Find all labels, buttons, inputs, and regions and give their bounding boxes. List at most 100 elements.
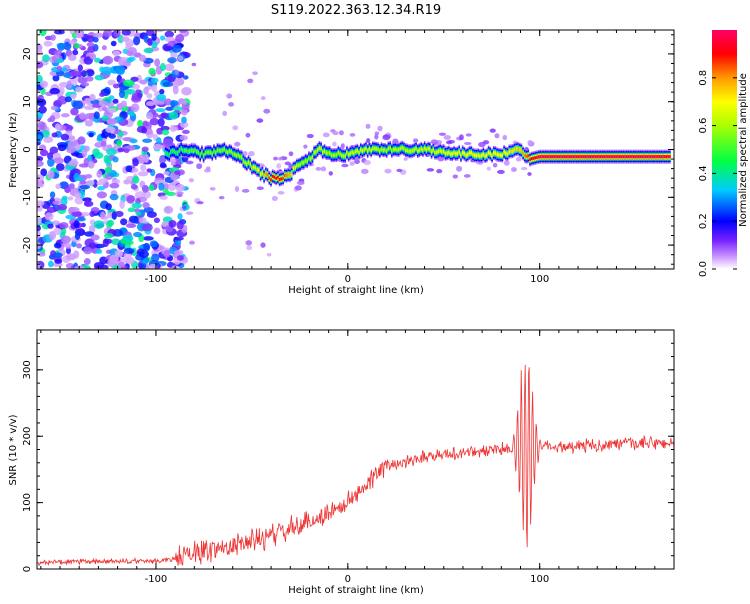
heatmap-noise-cell — [112, 98, 119, 104]
heatmap-ridge-cell — [202, 154, 205, 158]
heatmap-ridge-cell — [194, 148, 196, 152]
heatmap-noise-cell — [157, 118, 165, 127]
x-tick-label: -100 — [145, 574, 168, 585]
heatmap-noise-cell — [38, 30, 47, 37]
heatmap-noise-cell — [73, 42, 80, 49]
heatmap-ridge-cell — [387, 146, 390, 150]
heatmap-ridge-cell — [624, 155, 626, 159]
heatmap-ridge-cell — [608, 155, 611, 159]
heatmap-noise-cell — [123, 179, 131, 185]
heatmap-noise-cell — [43, 40, 53, 47]
heatmap-ridge-cell — [491, 154, 493, 158]
heatmap-ridge-cell — [529, 157, 531, 162]
heatmap-noise-cell — [47, 223, 54, 229]
heatmap-ridge-cell — [549, 155, 552, 159]
heatmap-noise-cell — [179, 135, 188, 141]
heatmap-noise-cell — [245, 132, 251, 138]
heatmap-noise-cell — [112, 50, 121, 57]
heatmap-noise-cell — [182, 129, 190, 134]
snr-panel: -100 0 100 0 100 200 300 Height of straight li… — [8, 329, 675, 596]
heatmap-noise-cell — [55, 183, 61, 190]
heatmap-noise-cell — [72, 49, 79, 56]
heatmap-ridge-cell — [271, 174, 274, 178]
heatmap-ridge-cell — [610, 155, 612, 159]
heatmap-noise-cell — [79, 112, 86, 120]
heatmap-noise-cell — [426, 168, 435, 172]
heatmap-noise-cell — [160, 125, 170, 131]
heatmap-noise-cell — [49, 191, 56, 199]
snr-plot-area — [37, 330, 674, 569]
heatmap-ridge-cell — [273, 175, 276, 179]
heatmap-ridge-cell — [214, 151, 217, 155]
heatmap-noise-cell — [104, 233, 114, 239]
heatmap-noise-cell — [61, 113, 70, 118]
heatmap-noise-cell — [79, 212, 90, 217]
heatmap-ridge-cell — [560, 155, 562, 159]
heatmap-noise-cell — [56, 203, 68, 211]
heatmap-noise-cell — [172, 106, 183, 112]
heatmap-ridge-cell — [170, 150, 172, 154]
heatmap-noise-cell — [145, 112, 154, 120]
heatmap-noise-cell — [53, 242, 62, 249]
y-tick-label: 300 — [22, 360, 33, 379]
heatmap-noise-cell — [273, 156, 278, 161]
heatmap-ridge-cell — [605, 155, 607, 159]
heatmap-noise-cell — [53, 227, 62, 236]
heatmap-noise-cell — [66, 80, 73, 89]
heatmap-noise-cell — [486, 166, 491, 171]
heatmap-noise-cell — [60, 235, 72, 244]
heatmap-noise-cell — [37, 225, 41, 232]
heatmap-noise-cell — [341, 163, 349, 168]
y-tick-label: -20 — [22, 237, 33, 253]
heatmap-ridge-cell — [239, 155, 241, 159]
heatmap-ridge-cell — [221, 148, 224, 152]
heatmap-ridge-cell — [183, 148, 186, 153]
heatmap-ridge-cell — [249, 162, 252, 166]
heatmap-noise-cell — [130, 184, 138, 190]
heatmap-ridge-cell — [632, 155, 635, 159]
heatmap-noise-cell — [209, 187, 216, 191]
heatmap-noise-cell — [52, 200, 60, 205]
heatmap-ridge-cell — [501, 153, 504, 158]
heatmap-noise-cell — [37, 252, 46, 257]
heatmap-ridge-cell — [503, 150, 505, 154]
heatmap-ridge-cell — [192, 149, 195, 153]
heatmap-noise-cell — [456, 165, 463, 172]
heatmap-ridge-cell — [337, 151, 340, 155]
heatmap-noise-cell — [170, 126, 178, 131]
heatmap-noise-cell — [132, 83, 140, 90]
heatmap-ridge-cell — [263, 174, 265, 178]
heatmap-noise-cell — [247, 78, 254, 84]
heatmap-noise-cell — [114, 249, 124, 258]
heatmap-noise-cell — [113, 30, 121, 38]
heatmap-ridge-cell — [667, 155, 669, 159]
heatmap-ridge-cell — [600, 155, 602, 159]
heatmap-ridge-cell — [534, 156, 536, 160]
heatmap-ridge-cell — [510, 149, 512, 153]
snr-line-layer — [37, 364, 674, 567]
heatmap-noise-cell — [148, 263, 158, 269]
heatmap-noise-cell — [103, 154, 110, 164]
heatmap-ridge-cell — [511, 149, 514, 153]
heatmap-noise-cell — [175, 183, 185, 192]
heatmap-ridge-cell — [568, 155, 571, 159]
heatmap-ridge-cell — [574, 155, 576, 159]
heatmap-ridge-cell — [164, 151, 167, 155]
heatmap-noise-cell — [80, 70, 87, 78]
heatmap-ridge-cell — [454, 152, 457, 156]
heatmap-noise-cell — [382, 134, 391, 141]
heatmap-noise-cell — [103, 30, 113, 38]
heatmap-ridge-cell — [494, 151, 497, 155]
heatmap-noise-cell — [132, 175, 140, 184]
heatmap-noise-cell — [363, 159, 371, 166]
heatmap-noise-cell — [53, 157, 64, 164]
heatmap-ridge-cell — [429, 147, 431, 151]
heatmap-noise-cell — [392, 138, 399, 144]
heatmap-ridge-cell — [468, 151, 471, 155]
heatmap-noise-cell — [154, 58, 161, 67]
heatmap-noise-cell — [74, 144, 81, 151]
heatmap-noise-cell — [68, 54, 77, 61]
heatmap-noise-cell — [72, 100, 84, 110]
heatmap-noise-cell — [349, 133, 356, 137]
heatmap-ridge-cell — [299, 162, 302, 166]
